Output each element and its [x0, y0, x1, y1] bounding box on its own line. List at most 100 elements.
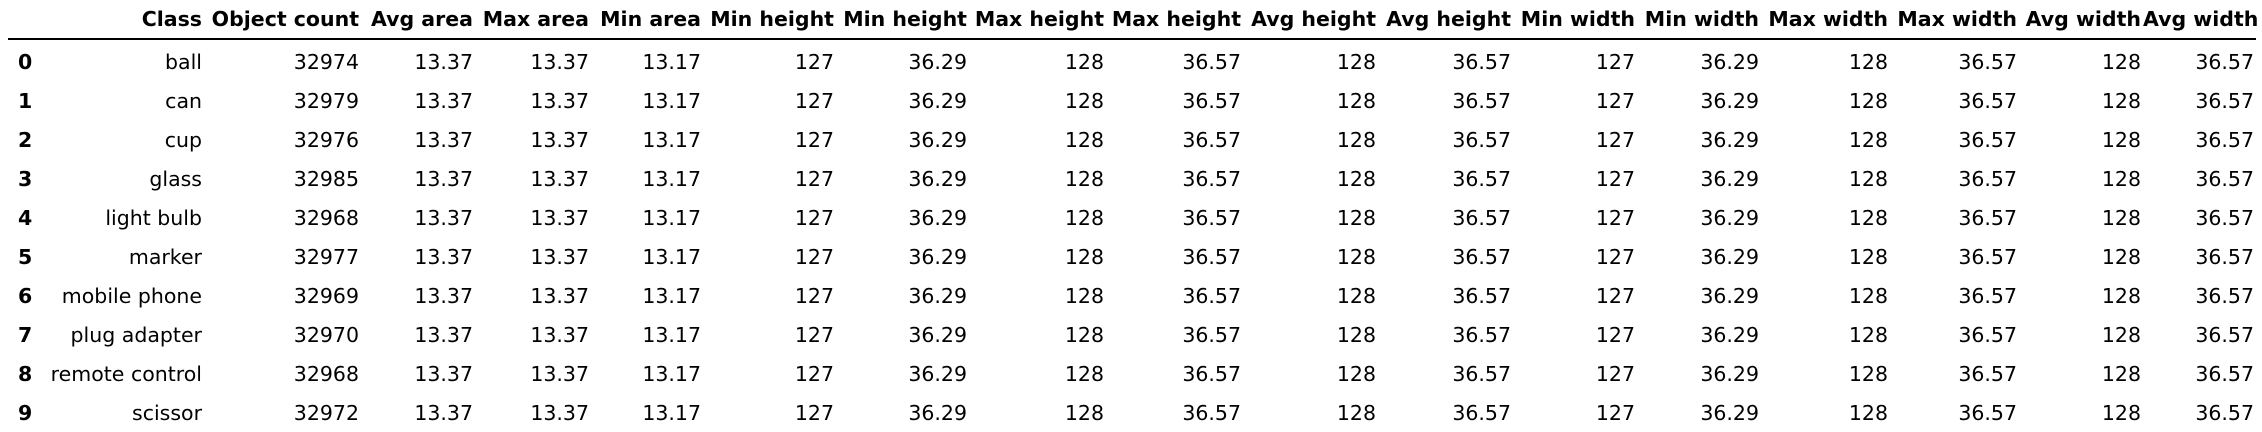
header-cell-max-width: Max width [1761, 0, 1890, 40]
header-cell-avg-width: Avg width [2019, 0, 2143, 40]
cell-max-height: 128 [1064, 244, 1104, 269]
cell-avg-width-2: 36.57 [2195, 49, 2254, 74]
header-cell-max-height: Max height [969, 0, 1106, 40]
cell-min-area: 13.17 [642, 88, 701, 113]
cell-max-height-2: 36.57 [1182, 205, 1241, 230]
table-row: 8 remote control 32968 13.37 13.37 13.17 127 36… [8, 354, 2256, 393]
header-cell-max-area: Max area [475, 0, 591, 40]
cell-min-width-2: 36.29 [1700, 166, 1759, 191]
cell-index: 7 [18, 322, 33, 347]
cell-object-count: 32979 [293, 88, 359, 113]
cell-min-area: 13.17 [642, 205, 701, 230]
table-row: 4 light bulb 32968 13.37 13.37 13.17 127 36.29 1… [8, 198, 2256, 237]
cell-avg-width: 128 [2101, 283, 2141, 308]
cell-avg-height: 128 [1336, 400, 1376, 425]
cell-avg-width: 128 [2101, 244, 2141, 269]
cell-avg-area: 13.37 [414, 322, 473, 347]
cell-max-area: 13.37 [530, 88, 589, 113]
cell-avg-width-2: 36.57 [2195, 283, 2254, 308]
cell-object-count: 32985 [293, 166, 359, 191]
cell-avg-height-2: 36.57 [1452, 88, 1511, 113]
cell-class: glass [149, 166, 202, 191]
cell-min-width-2: 36.29 [1700, 205, 1759, 230]
cell-min-height-2: 36.29 [908, 127, 967, 152]
cell-class: mobile phone [61, 283, 202, 308]
cell-min-height: 127 [794, 283, 834, 308]
cell-max-area: 13.37 [530, 127, 589, 152]
cell-object-count: 32976 [293, 127, 359, 152]
cell-object-count: 32970 [293, 322, 359, 347]
cell-object-count: 32977 [293, 244, 359, 269]
cell-max-width-2: 36.57 [1958, 322, 2017, 347]
cell-avg-height: 128 [1336, 166, 1376, 191]
cell-avg-area: 13.37 [414, 49, 473, 74]
cell-index: 5 [18, 244, 33, 269]
cell-max-height-2: 36.57 [1182, 322, 1241, 347]
cell-avg-width-2: 36.57 [2195, 205, 2254, 230]
cell-class: scissor [132, 400, 202, 425]
cell-min-height: 127 [794, 88, 834, 113]
header-cell-max-width-2: Max width [1890, 0, 2019, 40]
cell-max-height: 128 [1064, 361, 1104, 386]
cell-min-height-2: 36.29 [908, 49, 967, 74]
cell-min-height: 127 [794, 205, 834, 230]
cell-avg-height-2: 36.57 [1452, 127, 1511, 152]
header-cell-avg-width-2: Avg width [2143, 0, 2258, 40]
cell-max-height: 128 [1064, 400, 1104, 425]
cell-min-area: 13.17 [642, 244, 701, 269]
cell-max-width-2: 36.57 [1958, 49, 2017, 74]
cell-max-width: 128 [1848, 244, 1888, 269]
header-cell-class: Class [44, 0, 204, 40]
cell-object-count: 32968 [293, 361, 359, 386]
cell-avg-height: 128 [1336, 49, 1376, 74]
cell-max-width: 128 [1848, 361, 1888, 386]
cell-min-height-2: 36.29 [908, 166, 967, 191]
cell-avg-width: 128 [2101, 88, 2141, 113]
header-cell-avg-height: Avg height [1243, 0, 1378, 40]
cell-avg-height: 128 [1336, 127, 1376, 152]
cell-object-count: 32968 [293, 205, 359, 230]
cell-min-height-2: 36.29 [908, 244, 967, 269]
cell-avg-height: 128 [1336, 283, 1376, 308]
cell-max-height-2: 36.57 [1182, 361, 1241, 386]
cell-avg-height: 128 [1336, 88, 1376, 113]
cell-max-width-2: 36.57 [1958, 244, 2017, 269]
cell-index: 3 [18, 166, 33, 191]
cell-avg-height-2: 36.57 [1452, 205, 1511, 230]
cell-max-width: 128 [1848, 205, 1888, 230]
cell-max-width-2: 36.57 [1958, 283, 2017, 308]
cell-max-height-2: 36.57 [1182, 244, 1241, 269]
cell-min-width: 127 [1595, 322, 1635, 347]
table-header: Class Object count Avg area Max area Min… [8, 0, 2258, 40]
table-row: 6 mobile phone 32969 13.37 13.37 13.17 127 36.2… [8, 276, 2256, 315]
cell-avg-width-2: 36.57 [2195, 244, 2254, 269]
header-cell-max-height-2: Max height [1106, 0, 1243, 40]
cell-min-width: 127 [1595, 244, 1635, 269]
cell-avg-height-2: 36.57 [1452, 49, 1511, 74]
cell-avg-height: 128 [1336, 205, 1376, 230]
cell-index: 0 [18, 49, 33, 74]
cell-min-width: 127 [1595, 205, 1635, 230]
table-row: 1 can 32979 13.37 13.37 13.17 127 36.29 128 36.57… [8, 81, 2256, 120]
cell-max-height-2: 36.57 [1182, 400, 1241, 425]
header-row: Class Object count Avg area Max area Min… [8, 0, 2258, 40]
cell-avg-height-2: 36.57 [1452, 400, 1511, 425]
table-row: 9 scissor 32972 13.37 13.37 13.17 127 36.29 128 3… [8, 393, 2256, 432]
cell-min-area: 13.17 [642, 166, 701, 191]
cell-index: 9 [18, 400, 33, 425]
cell-max-width-2: 36.57 [1958, 205, 2017, 230]
cell-max-height-2: 36.57 [1182, 127, 1241, 152]
cell-max-width: 128 [1848, 283, 1888, 308]
table-row: 5 marker 32977 13.37 13.37 13.17 127 36.29 128 36… [8, 237, 2256, 276]
cell-avg-height-2: 36.57 [1452, 166, 1511, 191]
cell-avg-width-2: 36.57 [2195, 127, 2254, 152]
cell-min-width: 127 [1595, 88, 1635, 113]
cell-min-area: 13.17 [642, 127, 701, 152]
cell-min-height-2: 36.29 [908, 88, 967, 113]
cell-index: 4 [18, 205, 33, 230]
dataframe-table: Class Object count Avg area Max area Min… [8, 0, 2258, 432]
cell-avg-height: 128 [1336, 361, 1376, 386]
cell-min-width-2: 36.29 [1700, 244, 1759, 269]
cell-max-height: 128 [1064, 205, 1104, 230]
cell-avg-width: 128 [2101, 400, 2141, 425]
